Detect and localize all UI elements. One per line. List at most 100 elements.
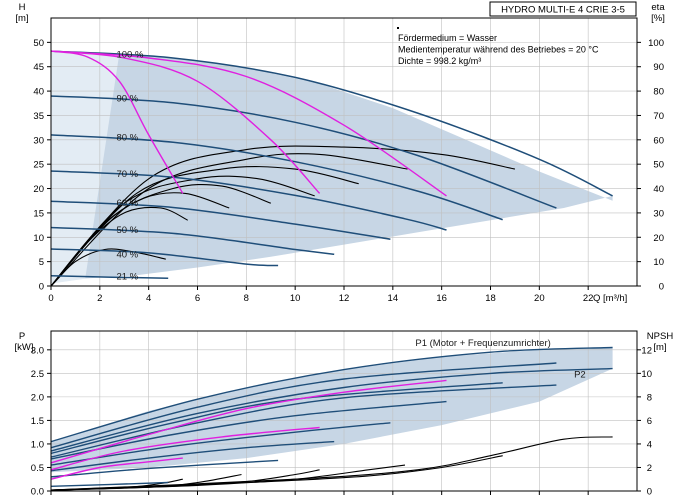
qh-ytick-label: 35 bbox=[33, 111, 44, 122]
p1-series-label: P1 (Motor + Frequenzumrichter) bbox=[415, 338, 550, 349]
npsh-yaxis-label: NPSH bbox=[647, 331, 674, 342]
npsh-curve bbox=[50, 436, 613, 491]
qh-curve bbox=[50, 248, 279, 267]
qh-operating-area bbox=[51, 51, 613, 279]
npsh-ytick-label: 0 bbox=[647, 487, 652, 498]
npsh-yaxis-unit: [m] bbox=[653, 342, 666, 353]
eta-yaxis-unit: [%] bbox=[651, 13, 665, 24]
qh-curve bbox=[50, 275, 169, 279]
power-ytick-label: 1.0 bbox=[31, 439, 44, 450]
qh-ytick-label: 30 bbox=[33, 135, 44, 146]
qh-curve bbox=[50, 50, 613, 197]
speed-label: 60 % bbox=[116, 198, 138, 209]
speed-label: 80 % bbox=[116, 132, 138, 143]
qh-xtick-label: 4 bbox=[146, 293, 151, 304]
eta-yaxis-label: eta bbox=[651, 2, 665, 13]
max-curve bbox=[50, 50, 447, 197]
npsh-curve bbox=[50, 478, 183, 491]
speed-label: 90 % bbox=[116, 93, 138, 104]
qh-ytick-label: 50 bbox=[33, 38, 44, 49]
qh-area-left-band bbox=[51, 51, 120, 284]
qh-xtick-label: 12 bbox=[339, 293, 350, 304]
info-line: Dichte = 998.2 kg/m³ bbox=[398, 56, 481, 66]
eta-ytick-label: 10 bbox=[653, 257, 664, 268]
qh-ytick-label: 45 bbox=[33, 62, 44, 73]
npsh-curve bbox=[50, 455, 503, 491]
qh-ytick-label: 0 bbox=[39, 282, 44, 293]
qh-xtick-label: 16 bbox=[436, 293, 447, 304]
qh-ytick-label: 40 bbox=[33, 87, 44, 98]
npsh-ytick-label: 10 bbox=[641, 369, 652, 380]
p1-curve bbox=[50, 459, 279, 478]
qh-xaxis-label: Q [m³/h] bbox=[593, 293, 627, 304]
p1-curve bbox=[50, 440, 335, 472]
npsh-ytick-label: 6 bbox=[647, 416, 652, 427]
p2-curve bbox=[50, 384, 557, 458]
qh-curve bbox=[50, 95, 557, 209]
eta-curve bbox=[50, 206, 188, 287]
title-box bbox=[489, 1, 637, 17]
eta-curve bbox=[50, 153, 408, 287]
eta-ytick-label: 80 bbox=[653, 87, 664, 98]
p2-curve bbox=[50, 367, 613, 452]
qh-yaxis-label: H bbox=[19, 2, 26, 13]
eta-curve bbox=[50, 145, 516, 287]
eta-ytick-label: 40 bbox=[653, 184, 664, 195]
p1-curve bbox=[50, 400, 447, 460]
qh-xtick-label: 20 bbox=[534, 293, 545, 304]
power-ytick-label: 0.0 bbox=[31, 487, 44, 498]
power-ytick-label: 3.0 bbox=[31, 345, 44, 356]
eta-ytick-label: 30 bbox=[653, 208, 664, 219]
power-ytick-label: 2.5 bbox=[31, 369, 44, 380]
power-ytick-label: 2.0 bbox=[31, 392, 44, 403]
qh-ytick-label: 15 bbox=[33, 208, 44, 219]
qh-xtick-label: 22 bbox=[583, 293, 594, 304]
qh-xtick-label: 8 bbox=[244, 293, 249, 304]
eta-ytick-label: 90 bbox=[653, 62, 664, 73]
eta-ytick-label: 100 bbox=[648, 38, 664, 49]
p2-series-label: P2 bbox=[574, 369, 586, 380]
qh-yaxis-unit: [m] bbox=[15, 13, 28, 24]
npsh-curve bbox=[50, 473, 242, 491]
title-box-text: HYDRO MULTI-E 4 CRIE 3-5 bbox=[501, 5, 625, 16]
power-ytick-label: 0.5 bbox=[31, 463, 44, 474]
max-curve bbox=[50, 50, 184, 194]
power-max-curve bbox=[50, 379, 447, 464]
info-marker bbox=[397, 27, 399, 29]
qh-xtick-label: 14 bbox=[388, 293, 399, 304]
eta-ytick-label: 60 bbox=[653, 135, 664, 146]
eta-ytick-label: 70 bbox=[653, 111, 664, 122]
power-max-curve bbox=[50, 426, 320, 471]
qh-xtick-label: 10 bbox=[290, 293, 301, 304]
npsh-ytick-label: 12 bbox=[641, 345, 652, 356]
npsh-ytick-label: 2 bbox=[647, 463, 652, 474]
npsh-ytick-label: 4 bbox=[647, 439, 652, 450]
npsh-ytick-label: 8 bbox=[647, 392, 652, 403]
qh-xtick-label: 2 bbox=[97, 293, 102, 304]
power-max-curve bbox=[50, 457, 183, 480]
speed-label: 50 % bbox=[116, 225, 138, 236]
qh-xtick-label: 6 bbox=[195, 293, 200, 304]
qh-ytick-label: 5 bbox=[39, 257, 44, 268]
power-ytick-label: 1.5 bbox=[31, 416, 44, 427]
speed-label: 21 % bbox=[116, 271, 138, 282]
qh-ytick-label: 25 bbox=[33, 160, 44, 171]
eta-curve bbox=[50, 166, 359, 287]
eta-curve bbox=[50, 192, 230, 287]
p1-curve bbox=[50, 422, 391, 466]
qh-ytick-label: 20 bbox=[33, 184, 44, 195]
power-yaxis-unit: [kW] bbox=[15, 342, 34, 353]
power-yaxis-label: P bbox=[19, 331, 25, 342]
info-line: Fördermedium = Wasser bbox=[398, 33, 497, 43]
power-operating-area bbox=[51, 347, 613, 473]
speed-label: 40 % bbox=[116, 249, 138, 260]
eta-curve bbox=[50, 248, 166, 287]
eta-ytick-label: 20 bbox=[653, 233, 664, 244]
qh-ytick-label: 10 bbox=[33, 233, 44, 244]
p1-curve bbox=[50, 481, 169, 487]
qh-xtick-label: 0 bbox=[48, 293, 53, 304]
eta-ytick-label: 0 bbox=[659, 282, 664, 293]
p1-curve bbox=[50, 362, 557, 449]
qh-curve bbox=[50, 226, 335, 256]
